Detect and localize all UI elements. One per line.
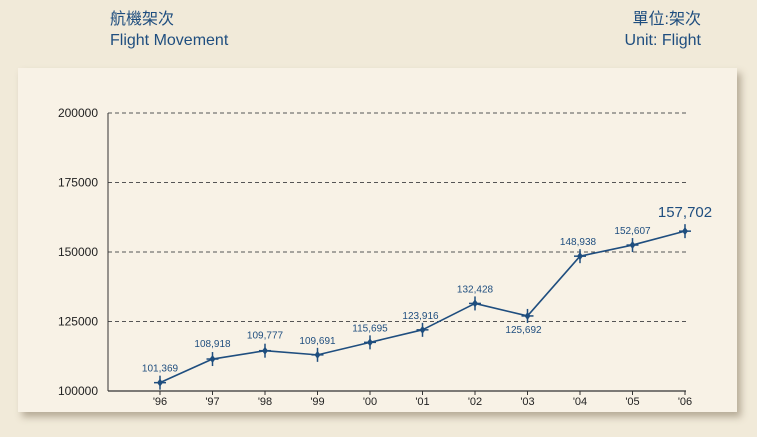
data-labels: 101,369 108,918 109,777 109,691 115,695 123,9… — [142, 204, 712, 375]
data-label: 108,918 — [194, 339, 231, 350]
x-tick-label: '98 — [258, 396, 272, 408]
x-tick-label: '03 — [520, 396, 534, 408]
data-label: 157,702 — [658, 204, 712, 221]
series-polyline — [159, 230, 686, 384]
y-tick-label: 200000 — [58, 106, 98, 120]
data-point-marker — [521, 308, 534, 323]
data-point-marker — [679, 224, 691, 239]
x-tick-label: '05 — [625, 396, 639, 408]
y-tick-label: 125000 — [58, 315, 98, 329]
x-axis: '96 '97 '98 '99 '00 '01 '02 '03 '04 '05 '06 — [108, 390, 692, 408]
unit-zh: 單位:架次 — [632, 11, 701, 28]
chart-title: 航機架次 Flight Movement — [110, 9, 228, 51]
x-tick-label: '96 — [153, 396, 167, 408]
x-tick-label: '02 — [468, 396, 482, 408]
x-tick-label: '06 — [678, 396, 692, 408]
x-tick-label: '01 — [415, 396, 429, 408]
y-tick-label: 100000 — [58, 384, 98, 398]
data-point-marker — [259, 343, 271, 358]
x-tick-label: '00 — [363, 396, 377, 408]
data-point-marker — [154, 375, 166, 390]
title-zh: 航機架次 — [110, 11, 175, 28]
gridlines — [108, 112, 686, 322]
data-label: 109,691 — [299, 336, 336, 347]
data-label: 148,938 — [560, 237, 597, 248]
y-tick-label: 150000 — [58, 245, 98, 259]
data-point-marker — [574, 249, 586, 264]
unit-label: 單位:架次 Unit: Flight — [625, 9, 701, 51]
data-label: 125,692 — [505, 325, 542, 336]
data-label: 109,777 — [247, 331, 284, 342]
data-markers — [154, 224, 691, 390]
y-axis: 100000 125000 150000 175000 200000 — [58, 106, 109, 398]
data-point-marker — [469, 296, 481, 311]
data-label: 115,695 — [352, 323, 388, 334]
unit-en: Unit: Flight — [624, 32, 701, 49]
data-label: 152,607 — [614, 226, 651, 237]
x-tick-label: '04 — [573, 396, 587, 408]
data-point-marker — [206, 352, 219, 367]
data-point-marker — [311, 347, 324, 362]
title-en: Flight Movement — [110, 32, 229, 49]
x-tick-label: '97 — [205, 396, 219, 408]
data-point-marker — [416, 322, 429, 337]
chart-panel — [18, 68, 737, 412]
x-tick-label: '99 — [310, 396, 324, 408]
data-label: 132,428 — [457, 284, 494, 295]
data-label: 123,916 — [402, 311, 439, 322]
y-tick-label: 175000 — [58, 176, 98, 190]
data-point-marker — [626, 238, 639, 253]
data-point-marker — [364, 335, 376, 350]
series-line — [159, 230, 686, 384]
data-label: 101,369 — [142, 364, 179, 375]
